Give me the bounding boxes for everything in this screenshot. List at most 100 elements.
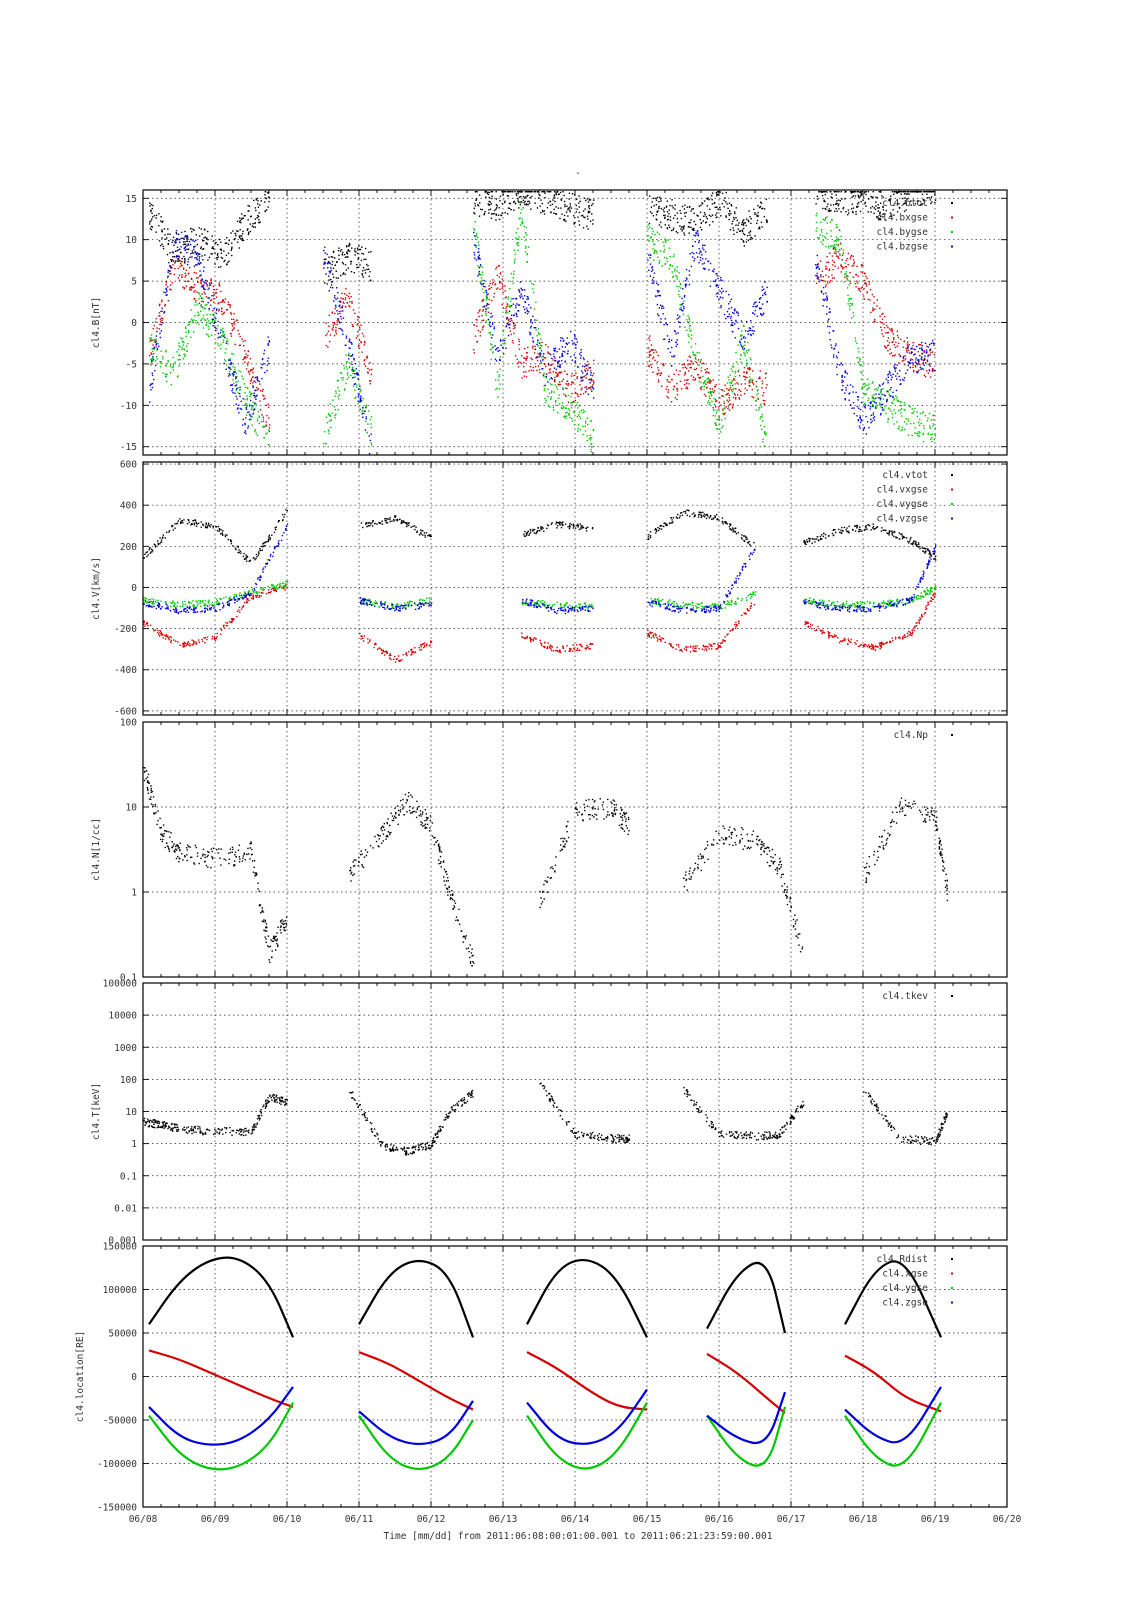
data-point [713,403,716,406]
data-point [478,310,481,312]
data-point [180,260,182,262]
data-point [362,406,364,409]
data-point [218,282,221,284]
data-point [714,400,717,403]
data-point [227,261,229,264]
data-point [150,383,153,385]
data-point [818,278,820,281]
data-point [583,197,585,199]
data-point [857,205,859,208]
data-point [492,346,494,349]
data-point [872,307,874,309]
data-point [252,409,255,411]
data-point [203,237,205,239]
data-point [681,297,683,300]
data-point [187,248,190,250]
data-point [505,347,507,349]
data-point [544,196,546,199]
data-point [906,343,909,345]
data-point [687,334,689,336]
data-point [531,191,533,193]
data-point [166,362,168,365]
data-point [566,337,569,339]
data-point [218,310,220,312]
data-point [573,222,575,224]
data-point [571,359,574,361]
data-point [253,407,256,410]
data-point [228,373,231,375]
data-point [731,323,733,326]
data-point [341,330,344,332]
data-point [515,312,517,315]
data-point [172,369,174,371]
data-point [563,219,565,222]
data-point [231,242,233,244]
data-point [183,255,185,258]
data-point [543,389,545,392]
data-point [835,236,838,238]
data-point [816,195,819,198]
data-point [905,202,907,205]
data-point [338,394,341,396]
data-point [537,353,539,355]
data-point [214,321,216,323]
data-point [692,208,694,210]
data-point [207,297,209,299]
data-point [369,271,371,273]
data-point [836,210,838,212]
data-point [557,361,559,364]
y-tick-label: -5 [126,359,137,370]
data-point [870,311,872,314]
data-point [166,237,168,239]
data-point [189,287,191,289]
data-point [825,268,828,270]
data-point [561,337,564,340]
data-point [347,267,350,269]
data-point [482,282,485,285]
data-point [351,324,353,326]
data-point [203,284,205,286]
data-point [825,246,827,248]
data-point [351,302,353,304]
data-point [549,204,552,207]
data-point [524,247,527,249]
data-point [218,344,220,347]
data-point [473,324,475,326]
data-point [224,298,227,300]
data-point [567,207,569,210]
data-point [919,431,921,434]
data-point [647,228,649,230]
data-point [187,236,189,238]
data-point [490,343,492,345]
data-point [578,206,581,208]
data-point [678,272,680,274]
data-point [234,368,236,371]
data-point [684,286,687,288]
data-point [828,308,831,310]
data-point [651,227,653,230]
data-point [727,401,730,403]
data-point [340,248,343,251]
data-point [684,372,686,375]
data-point [527,194,529,197]
data-point [488,209,490,211]
data-point [190,336,192,338]
data-point [521,222,524,225]
data-point [568,414,570,416]
data-point [507,304,509,306]
data-point [676,276,678,278]
data-point [206,242,208,244]
data-point [201,293,203,295]
data-point [197,280,199,283]
data-point [550,211,552,214]
data-point [576,208,578,210]
data-point [165,287,167,290]
data-point [202,286,204,288]
data-point [686,386,688,388]
data-point [482,325,485,327]
data-point [219,347,222,350]
data-point [335,326,337,329]
data-point [548,364,550,366]
data-point [186,244,188,247]
data-point [227,301,230,304]
